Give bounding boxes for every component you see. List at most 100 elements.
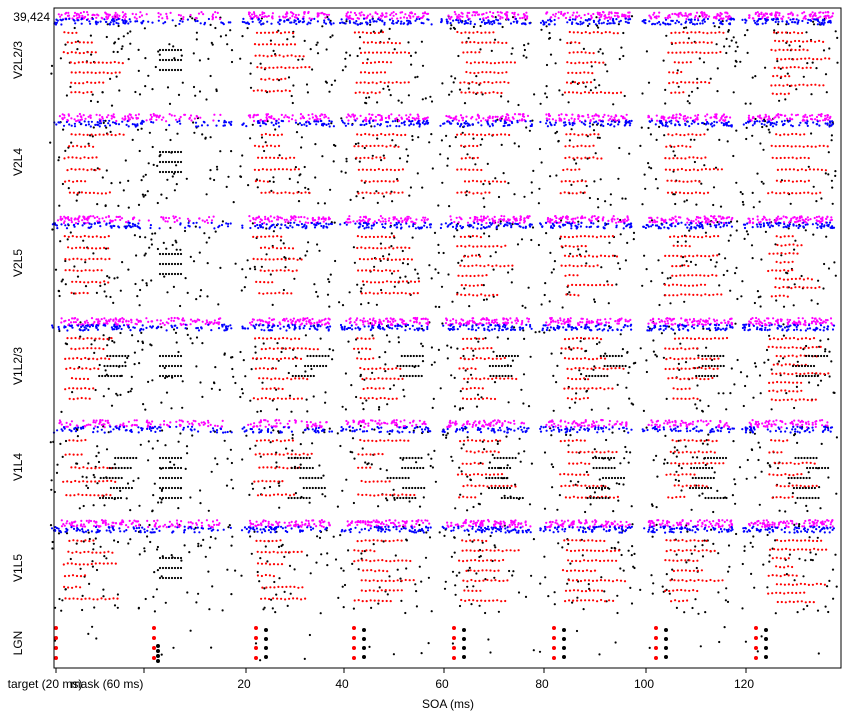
- spike-dot: [721, 17, 724, 20]
- spike-dot: [468, 91, 471, 94]
- spike-dot: [762, 119, 765, 122]
- spike-dot: [564, 123, 567, 126]
- spike-dot: [209, 177, 212, 180]
- spike-dot: [272, 117, 275, 120]
- spike-dot: [271, 31, 275, 34]
- spike-dot: [711, 125, 714, 128]
- spike-dot: [366, 14, 370, 17]
- spike-dot: [722, 31, 725, 34]
- spike-dot: [106, 23, 109, 26]
- spike-dot: [641, 203, 644, 206]
- spike-dot: [340, 18, 343, 21]
- spike-dot: [681, 256, 685, 259]
- spike-dot: [368, 291, 371, 294]
- spike-dot: [686, 116, 689, 119]
- spike-dot: [602, 21, 605, 24]
- spike-dot: [640, 126, 643, 129]
- spike-dot: [176, 120, 179, 123]
- spike-dot: [647, 81, 651, 84]
- spike-dot: [299, 113, 303, 116]
- spike-dot: [700, 81, 703, 84]
- spike-dot: [397, 19, 400, 23]
- spike-dot: [138, 149, 141, 153]
- spike-dot: [457, 54, 460, 58]
- spike-dot: [690, 90, 694, 93]
- spike-dot: [78, 121, 81, 124]
- spike-dot: [304, 221, 307, 224]
- spike-dot: [261, 13, 264, 16]
- spike-dot: [596, 197, 600, 201]
- spike-dot: [272, 49, 275, 53]
- spike-dot: [708, 168, 712, 171]
- spike-dot: [385, 61, 389, 64]
- spike-dot: [253, 168, 256, 171]
- spike-dot: [317, 12, 320, 15]
- spike-dot: [497, 41, 500, 44]
- spike-dot: [261, 120, 264, 123]
- spike-dot: [211, 43, 214, 46]
- spike-dot: [393, 169, 396, 172]
- spike-dot: [249, 226, 252, 230]
- spike-dot: [285, 43, 289, 46]
- spike-dot: [288, 191, 291, 194]
- spike-dot: [297, 224, 300, 227]
- spike-dot: [776, 18, 780, 21]
- spike-dot: [758, 120, 761, 123]
- spike-dot: [357, 142, 360, 145]
- spike-dot: [440, 223, 443, 226]
- spike-dot: [526, 114, 530, 117]
- spike-dot: [259, 19, 262, 22]
- spike-dot: [76, 257, 79, 260]
- spike-dot: [209, 169, 212, 172]
- spike-dot: [68, 123, 71, 126]
- spike-dot: [109, 21, 112, 24]
- spike-dot: [816, 123, 819, 126]
- spike-dot: [425, 226, 429, 229]
- spike-dot: [272, 191, 275, 194]
- spike-dot: [599, 283, 602, 286]
- spike-dot: [275, 30, 279, 34]
- spike-dot: [321, 123, 324, 126]
- spike-dot: [609, 117, 612, 120]
- spike-dot: [407, 94, 410, 97]
- spike-dot: [139, 288, 142, 292]
- spike-dot: [488, 225, 491, 228]
- spike-dot: [521, 304, 524, 307]
- spike-dot: [699, 51, 702, 54]
- spike-dot: [806, 21, 809, 24]
- spike-dot: [484, 294, 487, 297]
- spike-dot: [149, 226, 152, 230]
- spike-dot: [468, 133, 471, 136]
- spike-dot: [507, 218, 510, 221]
- spike-dot: [426, 116, 429, 119]
- spike-dot: [588, 51, 591, 55]
- spike-dot: [259, 119, 262, 122]
- spike-dot: [345, 20, 348, 23]
- spike-dot: [129, 225, 132, 228]
- spike-dot: [375, 82, 378, 85]
- spike-dot: [289, 168, 292, 171]
- spike-dot: [448, 205, 451, 208]
- spike-dot: [650, 280, 653, 283]
- spike-dot: [400, 122, 403, 125]
- spike-dot: [566, 61, 569, 64]
- spike-dot: [264, 191, 267, 194]
- spike-dot: [456, 191, 459, 194]
- spike-dot: [55, 123, 58, 126]
- spike-dot: [584, 19, 587, 22]
- spike-dot: [592, 12, 595, 16]
- spike-dot: [417, 226, 420, 229]
- spike-dot: [83, 234, 86, 238]
- spike-dot: [287, 247, 291, 250]
- spike-dot: [709, 77, 712, 80]
- spike-dot: [63, 157, 66, 160]
- spike-dot: [457, 21, 460, 24]
- spike-dot: [770, 84, 773, 87]
- spike-dot: [572, 145, 575, 148]
- spike-dot: [172, 215, 175, 218]
- spike-dot: [421, 64, 425, 67]
- spike-dot: [167, 170, 171, 174]
- spike-dot: [354, 222, 357, 225]
- spike-dot: [165, 197, 168, 200]
- spike-dot: [571, 113, 574, 116]
